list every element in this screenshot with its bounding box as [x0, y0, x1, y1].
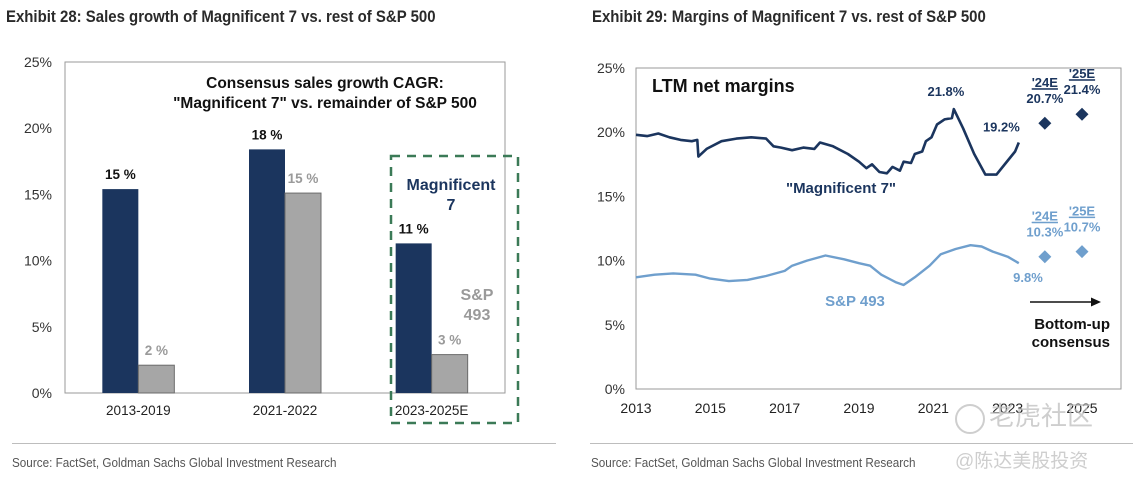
x-tick-label: 2015 — [695, 400, 726, 416]
mag7-box-label-line2: 7 — [447, 197, 456, 214]
estimate-marker-mag7 — [1075, 107, 1089, 121]
exhibit-28-title: Exhibit 28: Sales growth of Magnificent … — [6, 7, 436, 26]
x-tick-label: 2023-2025E — [395, 403, 469, 418]
bar-sp493 — [284, 192, 322, 394]
x-tick-label: 2021 — [918, 400, 949, 416]
y-tick-label: 25% — [24, 54, 52, 70]
plot-frame — [635, 67, 1122, 390]
estimate-year-label: '25E — [1069, 204, 1096, 219]
estimate-marker-sp493 — [1075, 245, 1089, 259]
x-tick-label: 2013-2019 — [106, 403, 171, 418]
end-label-mag7: 19.2% — [983, 119, 1020, 134]
sp493-box-label-line1: S&P — [461, 287, 494, 304]
bar-label-sp493: 3 % — [438, 333, 461, 348]
y-tick-label: 10% — [24, 253, 52, 269]
y-tick-label: 25% — [597, 60, 625, 76]
highlight-box — [389, 154, 520, 425]
x-tick-label: 2013 — [620, 400, 651, 416]
bar-sp493 — [137, 364, 175, 394]
bar-sp493 — [431, 354, 469, 394]
mag7-series-label: "Magnificent 7" — [786, 180, 896, 197]
bar-label-mag7: 15 % — [105, 167, 136, 182]
x-tick-label: 2025 — [1066, 400, 1097, 416]
y-tick-label: 0% — [605, 381, 625, 397]
estimate-value-label: 10.3% — [1026, 225, 1063, 240]
mag7-box-label-line1: Magnificent — [407, 177, 497, 194]
y-tick-label: 5% — [605, 317, 625, 333]
chart-title: LTM net margins — [652, 76, 795, 96]
line-mag7 — [635, 107, 1021, 176]
left-source-note: Source: FactSet, Goldman Sachs Global In… — [12, 455, 337, 470]
exhibit-29-title: Exhibit 29: Margins of Magnificent 7 vs.… — [592, 7, 986, 26]
estimate-year-label: '24E — [1032, 209, 1059, 224]
y-tick-label: 15% — [24, 186, 52, 202]
watermark-logo: 老虎社区 — [955, 396, 1094, 435]
chart-title: Consensus sales growth CAGR: — [206, 75, 444, 92]
bar-mag7 — [395, 243, 432, 393]
y-tick-label: 20% — [597, 124, 625, 140]
estimate-marker-mag7 — [1038, 116, 1052, 130]
bar-label-mag7: 11 % — [399, 221, 429, 236]
x-tick-label: 2017 — [769, 400, 800, 416]
estimate-year-label: '25E — [1069, 66, 1096, 81]
y-tick-label: 0% — [32, 385, 52, 401]
estimate-marker-sp493 — [1038, 250, 1052, 264]
line-sp493 — [635, 244, 1020, 287]
x-tick-label: 2019 — [843, 400, 874, 416]
bar-mag7 — [102, 189, 139, 393]
bar-mag7 — [249, 149, 285, 393]
margins-line-chart: 0% 5% 10% 15% 20% 25% LTM net margins 2013 201… — [597, 60, 1122, 416]
y-tick-label: 5% — [32, 319, 52, 335]
watermark-handle: @陈达美股投资 — [955, 451, 1089, 472]
consensus-label-line2: consensus — [1032, 334, 1110, 351]
consensus-arrow-head — [1091, 297, 1101, 307]
x-tick-label: 2023 — [992, 400, 1023, 416]
bar-label-sp493: 15 % — [288, 171, 319, 186]
watermark-text: 老虎社区 — [989, 401, 1094, 431]
y-tick-label: 10% — [597, 253, 625, 269]
chart-subtitle: "Magnificent 7" vs. remainder of S&P 500 — [173, 95, 477, 112]
consensus-label-line1: Bottom-up — [1034, 316, 1110, 333]
bar-label-sp493: 2 % — [145, 343, 168, 358]
sales-growth-bar-chart: 0% 5% 10% 15% 20% 25% Consensus sales growth … — [24, 54, 520, 425]
estimate-year-label: '24E — [1032, 75, 1059, 90]
watermark-logo-icon — [955, 404, 985, 435]
y-tick-label: 15% — [597, 188, 625, 204]
sp493-box-label-line2: 493 — [464, 307, 491, 324]
estimate-value-label: 10.7% — [1064, 220, 1101, 235]
estimate-value-label: 20.7% — [1026, 91, 1063, 106]
right-divider — [590, 443, 1133, 444]
right-source-note: Source: FactSet, Goldman Sachs Global In… — [591, 455, 916, 470]
bar-label-mag7: 18 % — [252, 127, 283, 142]
sp493-series-label: S&P 493 — [825, 293, 885, 310]
y-tick-label: 20% — [24, 120, 52, 136]
peak-label-mag7: 21.8% — [927, 84, 964, 99]
estimate-value-label: 21.4% — [1064, 82, 1101, 97]
end-label-sp493: 9.8% — [1013, 270, 1043, 285]
x-tick-label: 2021-2022 — [253, 403, 318, 418]
left-divider — [12, 443, 556, 444]
